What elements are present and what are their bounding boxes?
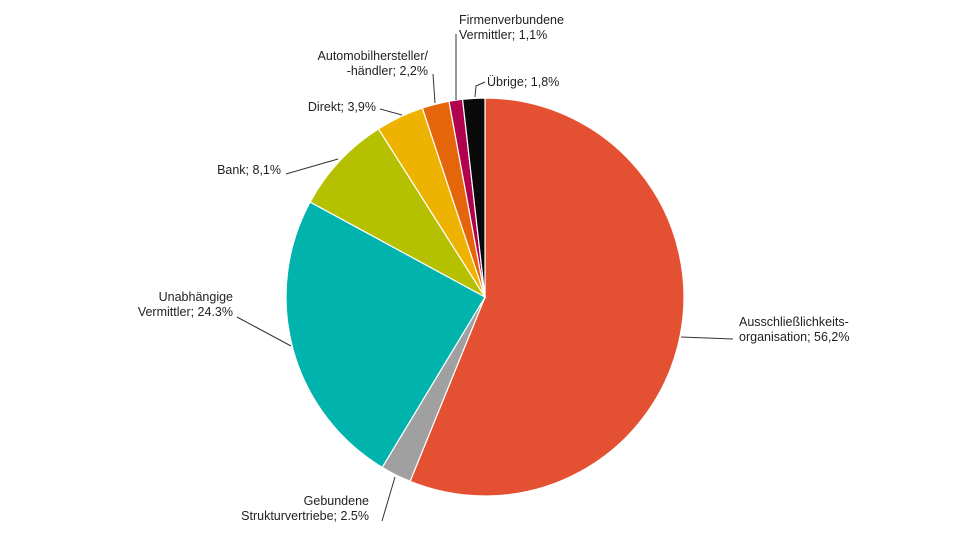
pie-slice-2	[285, 201, 486, 469]
slice-label-7-line-0: Übrige; 1,8%	[487, 75, 559, 89]
slice-label-4-line-0: Direkt; 3,9%	[308, 100, 376, 114]
slice-label-0-line-0: Ausschließlichkeits-	[739, 315, 849, 329]
slice-label-2-line-1: Vermittler; 24.3%	[138, 305, 233, 319]
slice-labels: Ausschließlichkeits-organisation; 56,2% G…	[138, 13, 850, 523]
pie-slice-0	[409, 97, 685, 497]
leader-line-2	[236, 316, 292, 347]
pie-slice-3	[309, 128, 487, 299]
leader-line-5	[432, 73, 436, 104]
slice-label-5-line-0: Automobilhersteller/	[318, 49, 429, 63]
slice-label-6-line-0: Firmenverbundene	[459, 13, 564, 27]
leader-lines	[236, 34, 734, 522]
leader-line-4	[379, 108, 403, 116]
slice-label-1-line-0: Gebundene	[304, 494, 369, 508]
leader-line-1	[381, 476, 396, 522]
pie-slice-7	[461, 97, 486, 298]
slice-label-6-line-1: Vermittler; 1,1%	[459, 28, 547, 42]
leader-line-7	[474, 81, 486, 98]
leader-line-0	[680, 336, 734, 340]
slice-label-2-line-0: Unabhängige	[159, 290, 233, 304]
slice-label-1-line-1: Strukturvertriebe; 2.5%	[241, 509, 369, 523]
slice-label-3-line-0: Bank; 8,1%	[217, 163, 281, 177]
slice-label-5-line-1: -händler; 2,2%	[347, 64, 428, 78]
leader-line-3	[285, 158, 339, 175]
pie-slices	[285, 97, 685, 497]
slice-label-0-line-1: organisation; 56,2%	[739, 330, 850, 344]
